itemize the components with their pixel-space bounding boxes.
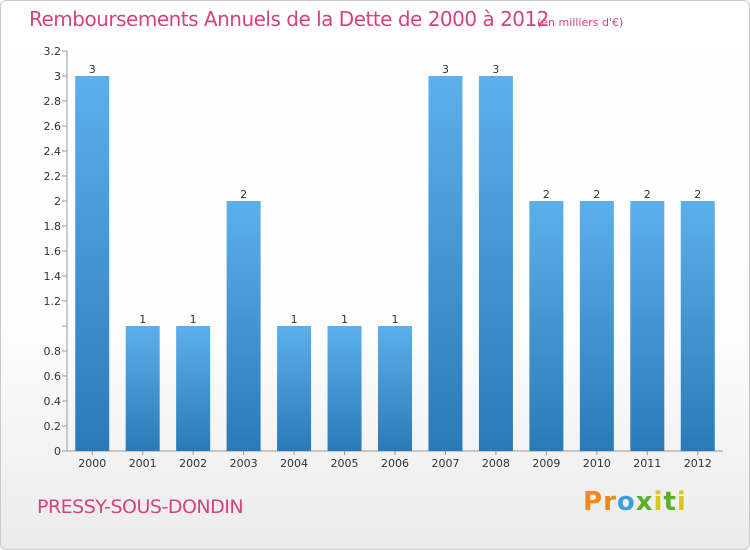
y-tick-label: 0.4 (44, 395, 62, 408)
bar-2001 (125, 326, 160, 451)
y-tick-label: 3 (54, 70, 61, 83)
data-label: 2 (593, 188, 600, 201)
logo-letter: P (583, 487, 604, 517)
data-label: 2 (644, 188, 651, 201)
x-tick-label: 2001 (129, 457, 157, 470)
y-tick-label: 2.4 (44, 145, 62, 158)
data-label: 3 (492, 63, 499, 76)
x-tick-label: 2009 (532, 457, 560, 470)
bar-2008 (478, 76, 513, 451)
x-tick-label: 2007 (431, 457, 459, 470)
bar-2006 (378, 326, 412, 451)
bar-2007 (428, 76, 463, 451)
bar-2005 (327, 326, 362, 451)
y-tick-label: 0.2 (44, 420, 62, 433)
x-tick-label: 2012 (684, 457, 712, 470)
logo-letter: i (676, 487, 687, 517)
x-tick-label: 2002 (179, 457, 207, 470)
y-tick-label: 3.2 (44, 45, 62, 58)
y-tick-label: 0.6 (44, 370, 62, 383)
x-tick-label: 2005 (331, 457, 359, 470)
data-label: 1 (139, 313, 146, 326)
x-tick-label: 2011 (633, 457, 661, 470)
bar-2003 (226, 201, 261, 451)
bar-2002 (176, 326, 211, 451)
data-label: 1 (190, 313, 197, 326)
x-tick-label: 2006 (381, 457, 409, 470)
y-tick-label: 1.4 (44, 270, 62, 283)
y-tick-label: 0.8 (44, 345, 62, 358)
x-tick-label: 2000 (78, 457, 106, 470)
bar-2000 (75, 76, 110, 451)
commune-name: PRESSY-SOUS-DONDIN (37, 496, 244, 518)
logo-letter: o (616, 487, 636, 517)
y-tick-label: 1.2 (44, 295, 62, 308)
chart-unit: (en milliers d'€) (537, 16, 624, 29)
y-tick-label: 2.2 (44, 170, 62, 183)
bar-2010 (579, 201, 614, 451)
x-tick-label: 2003 (230, 457, 258, 470)
proxiti-logo: Proxiti (583, 487, 693, 527)
x-tick-label: 2004 (280, 457, 308, 470)
bar-2009 (529, 201, 564, 451)
logo-letter: x (635, 487, 654, 517)
chart-title: Remboursements Annuels de la Dette de 20… (29, 7, 549, 31)
y-tick-label: 0 (54, 445, 61, 458)
bar-2011 (630, 201, 665, 451)
y-tick-label: 2.6 (44, 120, 62, 133)
data-label: 2 (694, 188, 701, 201)
data-label: 3 (442, 63, 449, 76)
x-tick-label: 2010 (583, 457, 611, 470)
data-label: 2 (240, 188, 247, 201)
bar-2004 (277, 326, 312, 451)
data-label: 2 (543, 188, 550, 201)
logo-letter: i (653, 487, 664, 517)
y-tick-label: 2.8 (44, 95, 62, 108)
bar-2012 (680, 201, 715, 451)
y-tick-label: 1.8 (44, 220, 62, 233)
data-label: 1 (341, 313, 348, 326)
logo-letter: t (663, 487, 677, 517)
data-label: 3 (89, 63, 96, 76)
y-tick-label: 1.6 (44, 245, 62, 258)
data-label: 1 (392, 313, 399, 326)
logo-letter: r (603, 487, 617, 517)
x-tick-label: 2008 (482, 457, 510, 470)
data-label: 1 (291, 313, 298, 326)
y-tick-label: 2 (54, 195, 61, 208)
